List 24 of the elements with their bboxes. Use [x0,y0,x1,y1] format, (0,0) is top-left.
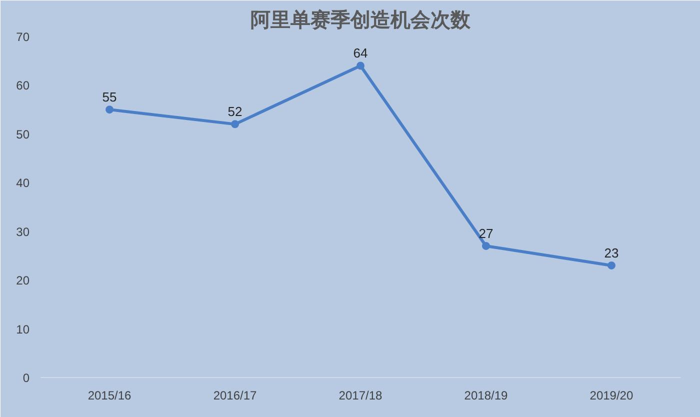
x-tick-label: 2016/17 [213,388,258,402]
x-tick-label: 2015/16 [88,388,132,402]
data-label: 23 [604,245,619,260]
y-tick-label: 50 [16,127,30,142]
point [607,261,616,270]
data-label: 64 [353,46,368,61]
point [482,242,490,250]
y-tick-label: 70 [16,30,30,44]
y-tick-label: 10 [16,322,30,336]
y-tick-label: 0 [22,371,30,385]
data-label: 52 [228,104,242,120]
y-tick-label: 20 [16,274,30,288]
point [231,120,240,128]
y-tick-label: 30 [16,224,30,239]
y-tick-label: 40 [16,176,30,190]
data-label: 27 [478,226,494,241]
x-tick-label: 2018/19 [464,388,508,402]
x-tick-label: 2019/20 [590,388,634,402]
chart-title: 阿里单赛季创造机会次数 [250,8,472,32]
y-tick-label: 60 [16,78,30,93]
x-tick-label: 2017/18 [338,388,383,402]
data-label: 55 [102,90,117,105]
point [106,106,114,114]
point [356,62,364,70]
